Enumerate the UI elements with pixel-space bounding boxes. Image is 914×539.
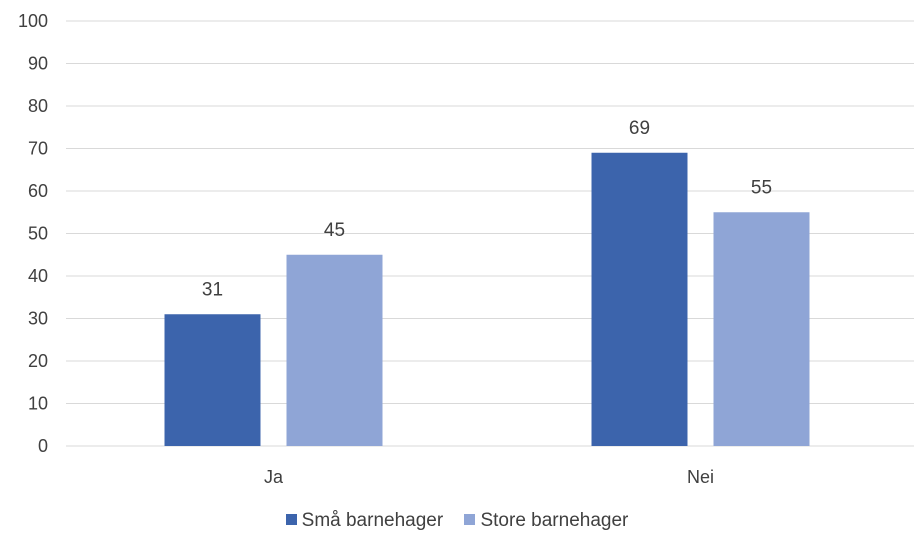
bars [164, 152, 810, 446]
bar-ja-series-0 [164, 314, 261, 446]
y-tick-label-80: 80 [28, 96, 48, 116]
legend-item-large: Store barnehager [464, 510, 628, 532]
y-tick-label-90: 90 [28, 54, 48, 74]
legend: Små barnehager Store barnehager [0, 510, 914, 532]
y-tick-label-70: 70 [28, 139, 48, 159]
y-tick-label-60: 60 [28, 181, 48, 201]
x-axis: Ja Nei [264, 467, 714, 487]
y-tick-label-10: 10 [28, 394, 48, 414]
y-tick-label-0: 0 [38, 436, 48, 456]
bar-ja-series-1 [286, 254, 383, 446]
legend-swatch-small [285, 514, 297, 525]
y-tick-label-30: 30 [28, 309, 48, 329]
x-category-label-nei: Nei [687, 467, 714, 487]
bar-nei-series-0 [591, 152, 688, 446]
y-tick-label-40: 40 [28, 266, 48, 286]
y-axis: 0 10 20 30 40 50 60 70 80 90 100 [18, 11, 48, 456]
data-label-ja-series-1: 45 [324, 220, 345, 241]
legend-swatch-large [464, 514, 476, 525]
legend-label-large: Store barnehager [480, 510, 629, 531]
data-label-nei-series-1: 55 [751, 177, 772, 198]
bar-nei-series-1 [713, 212, 810, 446]
y-tick-label-20: 20 [28, 351, 48, 371]
y-tick-label-100: 100 [18, 11, 48, 31]
x-category-label-ja: Ja [264, 467, 284, 487]
legend-item-small: Små barnehager [285, 510, 444, 532]
data-label-nei-series-0: 69 [629, 118, 650, 139]
data-label-ja-series-0: 31 [202, 279, 223, 300]
legend-label-small: Små barnehager [301, 510, 444, 531]
y-tick-label-50: 50 [28, 224, 48, 244]
data-labels: 31 45 69 55 [202, 118, 772, 301]
